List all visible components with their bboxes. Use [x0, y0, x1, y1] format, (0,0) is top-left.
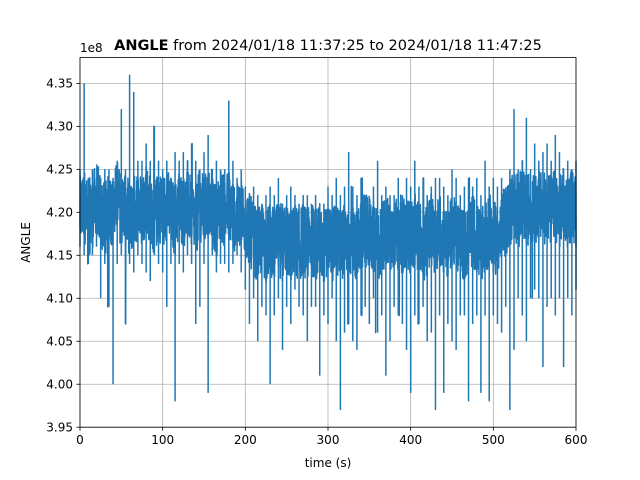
- x-tick-label: 400: [399, 433, 422, 447]
- chart-title-rest: from 2024/01/18 11:37:25 to 2024/01/18 1…: [169, 38, 542, 54]
- y-axis-label: ANGLE: [19, 222, 33, 263]
- y-tick-label: 4.15: [46, 248, 73, 262]
- y-tick-label: 4.00: [46, 377, 73, 391]
- y-tick-label: 4.30: [46, 120, 73, 134]
- y-tick-label: 4.10: [46, 291, 73, 305]
- chart-title: ANGLE from 2024/01/18 11:37:25 to 2024/0…: [114, 38, 542, 54]
- y-offset-label: 1e8: [80, 41, 103, 55]
- y-axis-ticks: 3.95 4.00 4.05 4.10 4.15 4.20 4.25 4.30 4.35: [46, 77, 80, 434]
- x-axis-ticks: 0 100 200 300 400 500 600: [76, 427, 587, 447]
- x-tick-label: 500: [482, 433, 505, 447]
- x-axis-label: time (s): [305, 456, 352, 470]
- y-tick-label: 4.20: [46, 206, 73, 220]
- x-tick-label: 200: [234, 433, 257, 447]
- y-tick-label: 3.95: [46, 420, 73, 434]
- chart-title-bold: ANGLE: [114, 38, 168, 54]
- x-tick-label: 300: [317, 433, 340, 447]
- y-tick-label: 4.05: [46, 334, 73, 348]
- x-tick-label: 100: [151, 433, 174, 447]
- x-tick-label: 0: [76, 433, 84, 447]
- y-tick-label: 4.25: [46, 163, 73, 177]
- y-tick-label: 4.35: [46, 77, 73, 91]
- x-tick-label: 600: [565, 433, 588, 447]
